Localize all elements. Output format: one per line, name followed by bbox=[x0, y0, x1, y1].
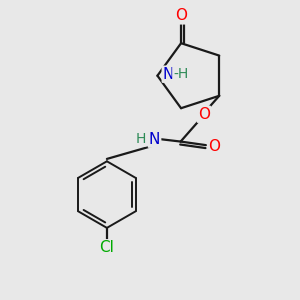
Text: O: O bbox=[175, 8, 187, 23]
Text: O: O bbox=[208, 139, 220, 154]
Text: Cl: Cl bbox=[100, 240, 114, 255]
Text: N: N bbox=[149, 132, 160, 147]
Text: N: N bbox=[163, 67, 174, 82]
Text: O: O bbox=[198, 107, 210, 122]
Text: -H: -H bbox=[173, 67, 188, 81]
Text: H: H bbox=[136, 132, 146, 146]
